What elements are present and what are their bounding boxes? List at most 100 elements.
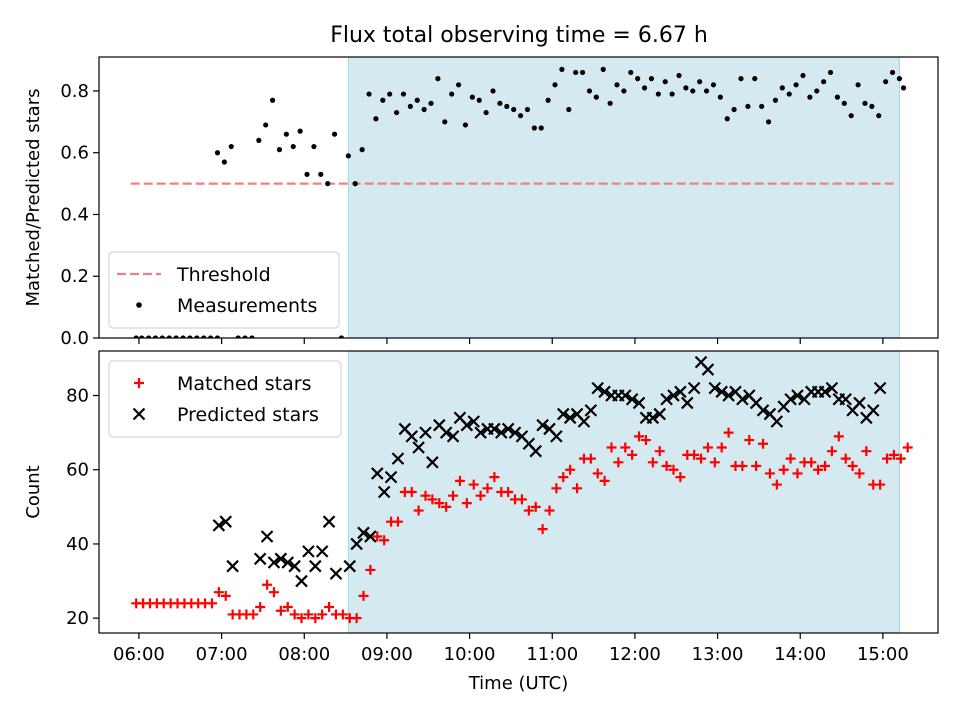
data-point — [226, 559, 239, 573]
data-point — [818, 385, 832, 399]
data-point — [529, 444, 542, 458]
data-point — [696, 453, 707, 464]
data-point — [544, 505, 555, 516]
data-point — [220, 590, 231, 601]
data-point — [269, 97, 276, 103]
data-point — [419, 426, 432, 439]
data-point — [530, 501, 541, 512]
legend-label-predicted-stars: Predicted stars — [177, 404, 319, 426]
data-point — [446, 430, 460, 443]
data-point — [660, 392, 673, 406]
data-point — [351, 613, 362, 624]
data-point — [289, 609, 300, 620]
data-point — [573, 69, 579, 76]
data-point — [889, 69, 896, 76]
data-point — [600, 66, 606, 72]
data-point — [827, 69, 834, 76]
data-point — [357, 526, 370, 540]
data-point — [855, 82, 861, 88]
data-point — [377, 485, 391, 499]
data-point — [731, 106, 737, 113]
data-point — [869, 103, 875, 110]
shaded-observing-span — [347, 56, 900, 339]
data-point — [896, 76, 903, 82]
data-point — [791, 389, 804, 402]
x-axis-label: Time (UTC) — [468, 673, 569, 694]
y-tick-label: 0.6 — [60, 143, 89, 164]
data-point — [620, 442, 631, 453]
data-point — [853, 396, 866, 410]
data-point — [448, 490, 459, 501]
data-point — [392, 516, 403, 527]
data-point — [614, 82, 620, 88]
data-point — [628, 69, 634, 76]
data-point — [255, 602, 266, 613]
data-point — [407, 103, 413, 110]
data-point — [710, 82, 717, 88]
data-point — [428, 100, 434, 106]
data-point — [825, 381, 839, 395]
data-point — [641, 85, 648, 91]
data-point — [393, 109, 400, 116]
x-tick-label: 15:00 — [857, 644, 909, 665]
axes-frame — [98, 350, 939, 634]
data-point — [488, 422, 501, 436]
data-point — [483, 109, 489, 116]
data-point — [337, 609, 348, 620]
data-point — [435, 76, 441, 82]
data-point — [715, 385, 728, 399]
data-point — [625, 392, 639, 406]
data-point — [283, 131, 289, 137]
data-point — [736, 392, 749, 406]
data-point — [550, 430, 563, 443]
x-tick-label: 14:00 — [774, 644, 826, 665]
data-point — [566, 106, 572, 113]
data-point — [758, 438, 769, 449]
data-point — [565, 464, 576, 475]
data-point — [599, 475, 610, 486]
chart-title: Flux total observing time = 6.67 h — [330, 23, 708, 48]
data-point — [297, 128, 303, 134]
data-point — [545, 97, 551, 103]
data-point — [765, 119, 772, 125]
data-point — [295, 574, 308, 588]
data-point — [508, 426, 522, 439]
y-tick-label: 80 — [66, 386, 89, 407]
data-point — [806, 457, 817, 468]
data-point — [173, 335, 179, 338]
data-point — [268, 587, 279, 598]
data-point — [661, 461, 672, 472]
data-point — [770, 415, 784, 428]
data-point — [263, 122, 269, 128]
legend-key-measurements — [136, 302, 142, 308]
data-point — [345, 153, 351, 159]
data-point — [888, 449, 899, 460]
data-point — [159, 335, 165, 338]
data-point — [813, 464, 824, 475]
data-point — [861, 446, 872, 457]
data-point — [662, 79, 668, 85]
legend: Matched stars Predicted stars — [108, 360, 342, 438]
data-point — [635, 76, 641, 82]
data-point — [745, 103, 751, 110]
data-point — [683, 85, 689, 91]
data-point — [821, 79, 827, 85]
data-point — [759, 103, 765, 110]
data-point — [365, 564, 376, 575]
x-tick-label: 12:00 — [609, 644, 661, 665]
data-point — [318, 171, 324, 177]
axes-frame — [98, 56, 939, 339]
data-point — [221, 159, 227, 165]
data-point — [717, 94, 723, 100]
data-point — [655, 91, 661, 97]
data-point — [771, 479, 782, 490]
data-point — [618, 389, 632, 402]
data-point — [482, 483, 493, 494]
data-point — [647, 457, 658, 468]
data-point — [563, 411, 577, 425]
data-point — [406, 487, 417, 497]
data-point — [304, 171, 310, 177]
data-point — [772, 97, 779, 103]
data-point — [249, 335, 255, 338]
data-point — [883, 79, 889, 85]
